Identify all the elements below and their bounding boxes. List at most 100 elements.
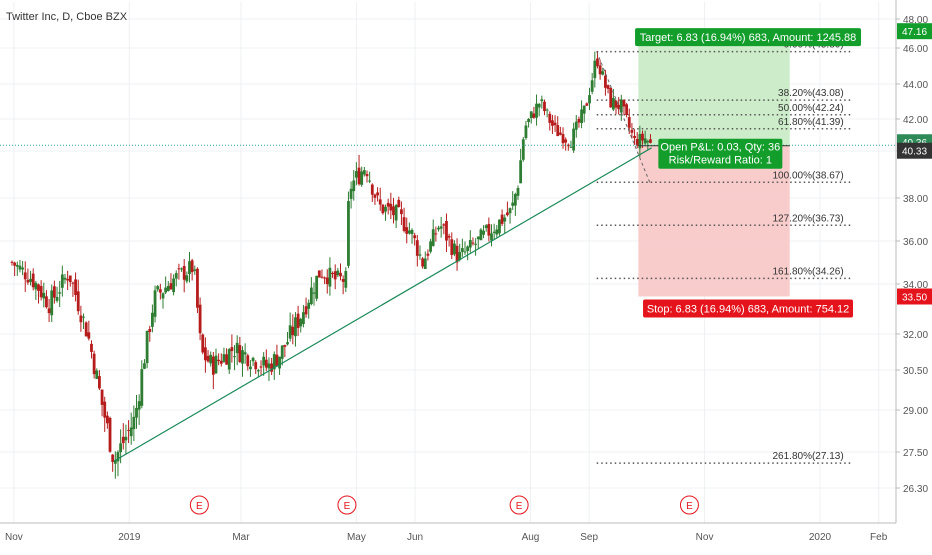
y-tick-label: 46.00 [903,44,928,55]
y-tick-label: 38.00 [903,194,928,205]
candle-body [18,265,22,270]
candle-body [299,318,303,327]
candle-body [378,199,382,205]
candle-body [211,356,215,375]
candle-body [545,109,549,111]
y-axis: 48.0046.0044.0042.0040.0038.0036.0034.00… [895,0,932,550]
candle-body [26,279,30,283]
candle-body [302,312,305,325]
candle-body [180,268,183,270]
fib-level-label: 261.80%(27.13) [772,451,843,462]
candle-body [325,277,329,285]
candle-body [217,359,221,362]
candle-body [349,188,353,199]
candle-body [275,354,279,366]
candle-body [516,187,520,196]
candle-body [241,350,244,364]
candle-body [625,104,629,116]
candle-body [593,60,597,79]
earnings-icon [509,495,529,515]
x-axis: Nov 2019 Mar May Jun Aug Sep Nov 2020 Feb [0,522,932,550]
stop-label-bg [643,299,854,318]
y-axis-bg [896,0,932,550]
candle-body [119,443,123,453]
candle-body [445,221,448,241]
candle-body [431,229,435,246]
candle-body [495,229,499,235]
candle-body [535,103,538,118]
candle-body [278,356,281,369]
price-badge-text: 40.33 [902,147,927,158]
candle-body [540,99,544,102]
candle-body [529,111,533,119]
price-badge [897,23,932,40]
candle-body [66,278,70,281]
candle-body [283,344,287,347]
candle-body [649,139,652,143]
candle-body [471,242,475,244]
candle-body [286,342,289,345]
candle-body [434,233,438,235]
candle-body [609,87,613,108]
candle-body [635,139,639,146]
candle-body [87,332,91,339]
candle-body [577,118,581,123]
candle-body [397,199,401,207]
y-tick-label: 27.50 [903,448,928,459]
stop-zone [638,145,790,297]
candle-body [74,279,77,295]
candle-body [23,272,27,280]
candle-body [490,233,493,241]
candle-body [214,355,218,374]
fib-level-label: 50.00%(42.24) [778,103,844,114]
candle-body [384,206,387,212]
candle-body [386,202,390,207]
candle-body [135,407,138,418]
x-tick-label: Jun [407,532,423,543]
candle-body [280,345,284,359]
fib-level-label: 161.80%(34.26) [772,266,843,277]
candle-body [564,139,568,143]
candle-body [76,291,80,312]
candle-body [598,65,602,75]
candle-body [458,251,462,260]
target-label-bg [635,28,862,47]
candle-body [566,144,570,147]
candle-body [360,171,364,185]
candle-body [222,354,226,362]
candle-body [601,71,605,75]
candle-body [58,292,62,294]
candle-body [37,284,40,291]
candle-body [164,287,168,293]
candle-body [627,117,631,128]
candle-body [158,289,162,293]
candle-body [145,330,149,364]
candle-body [638,134,642,149]
earnings-label: E [344,501,351,512]
y-tick-label: 36.00 [903,237,928,248]
price-badge [897,142,932,159]
candle-body [143,363,146,369]
candle-body [503,217,507,222]
candle-body [127,429,130,431]
candle-body [296,313,300,328]
candle-body [339,272,342,277]
y-tick-label: 29.00 [903,406,928,417]
candle-body [365,174,369,177]
candle-body [246,355,250,367]
y-tick-label: 34.00 [903,280,928,291]
candle-body [15,264,19,267]
candle-body [206,355,210,362]
candle-body [294,317,297,337]
candle-body [362,170,366,175]
candle-body [60,274,64,288]
earnings-icon [679,495,699,515]
candle-body [254,362,258,370]
candle-body [344,270,348,288]
y-tick-label: 30.50 [903,366,928,377]
candle-body [646,140,650,143]
candle-body [585,103,589,106]
candle-body [203,347,207,361]
